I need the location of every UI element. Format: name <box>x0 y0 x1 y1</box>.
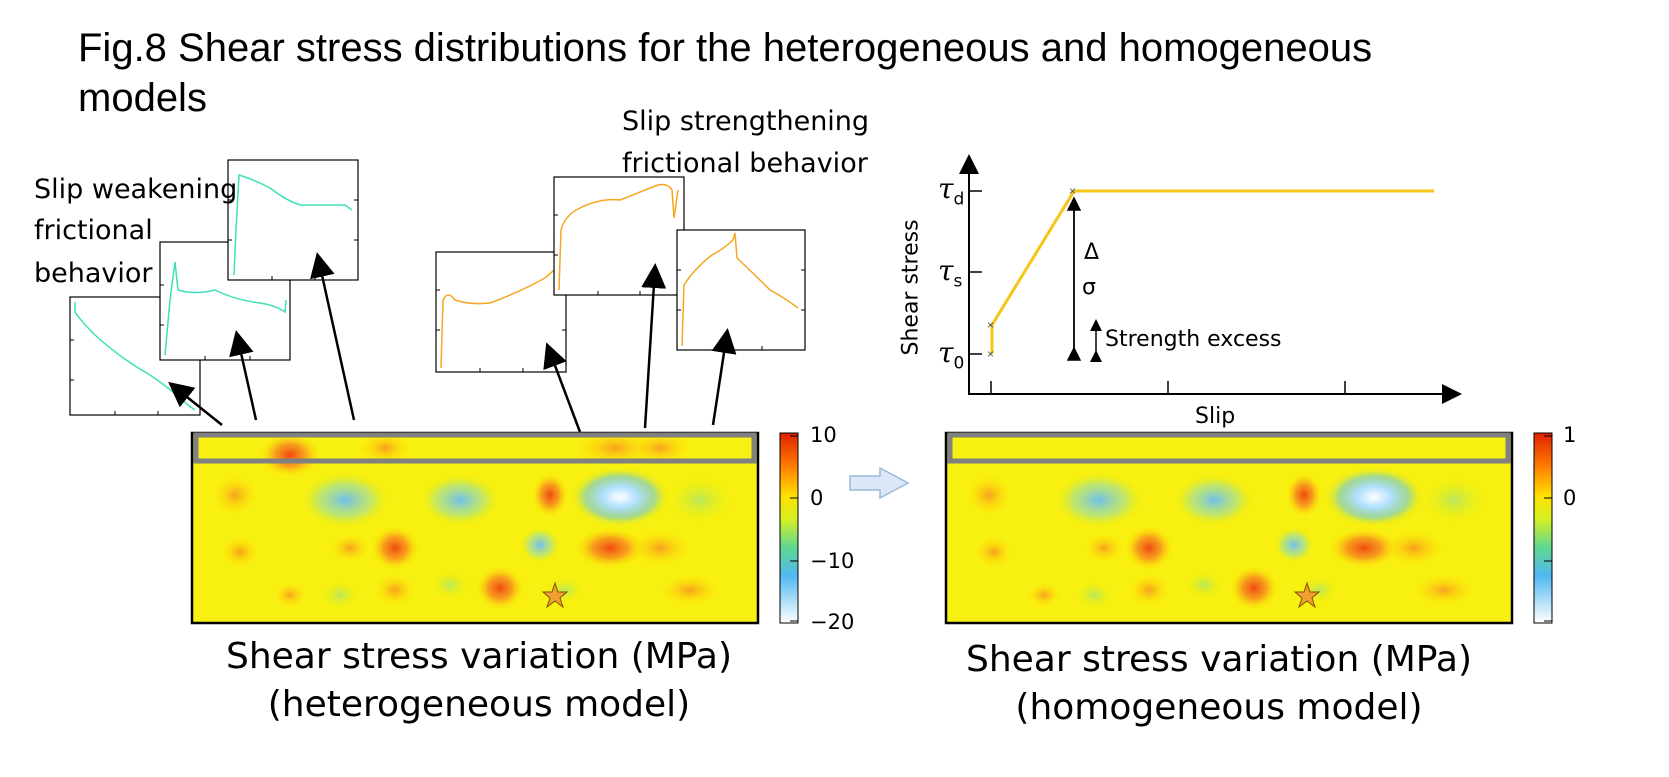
friction-law-xlabel: Slip <box>1195 404 1236 429</box>
figure-title-line1: Fig.8 Shear stress distributions for the… <box>78 26 1373 70</box>
strengthening-inset-3 <box>676 229 806 351</box>
delta-sigma-label-line2: σ <box>1082 275 1096 300</box>
homogeneous-stress-map <box>944 431 1514 625</box>
homogeneous-shallow-zone-box <box>947 432 1511 464</box>
figure-title-line2: models <box>78 76 207 120</box>
pointer-arrows <box>168 252 737 433</box>
transition-arrow-icon <box>849 466 910 500</box>
strengthening-label-line2: frictional behavior <box>622 148 868 179</box>
weakening-label-line2: frictional <box>34 215 153 246</box>
strengthening-inset-1 <box>435 251 567 373</box>
colorbar-tick-0: 0 <box>810 486 824 510</box>
homogeneous-caption-line1: Shear stress variation (MPa) <box>965 639 1473 680</box>
friction-law-ylabel: Shear stress <box>898 219 924 356</box>
tau-s-label: τs <box>938 254 963 292</box>
friction-law-plot: × × × <box>959 154 1462 404</box>
colorbar-tick-1: 1 <box>1563 423 1577 447</box>
homogeneous-caption-line2: (homogeneous model) <box>1015 687 1423 728</box>
weakening-label-line3: behavior <box>34 258 153 289</box>
heterogeneous-colorbar <box>779 432 799 624</box>
friction-law-curve <box>990 189 1434 354</box>
svg-text:×: × <box>1069 184 1076 198</box>
tau-d-label: τd <box>938 172 965 210</box>
hypocenter-star-icon <box>1293 581 1321 609</box>
weakening-label-line1: Slip weakening <box>34 174 238 205</box>
heterogeneous-caption-line1: Shear stress variation (MPa) <box>225 636 733 677</box>
weakening-inset-3 <box>227 159 359 281</box>
homogeneous-colorbar <box>1533 432 1553 624</box>
colorbar-tick-10: 10 <box>810 423 837 447</box>
colorbar-tick-minus10: −10 <box>810 549 855 573</box>
colorbar-tick-0: 0 <box>1563 486 1577 510</box>
tau-0-label: τ0 <box>938 336 965 374</box>
delta-sigma-label-line1: Δ <box>1084 240 1100 265</box>
heterogeneous-caption-line2: (heterogeneous model) <box>267 684 691 725</box>
heterogeneous-stress-map <box>190 431 760 625</box>
strengthening-inset-2 <box>553 176 685 296</box>
svg-text:×: × <box>987 318 994 332</box>
colorbar-tick-minus20: −20 <box>810 610 855 634</box>
strength-excess-label: Strength excess <box>1105 327 1282 352</box>
strengthening-label-line1: Slip strengthening <box>622 106 870 137</box>
hypocenter-star-icon <box>541 581 569 609</box>
heterogeneous-shallow-zone-box <box>193 432 757 464</box>
svg-text:×: × <box>987 347 994 361</box>
